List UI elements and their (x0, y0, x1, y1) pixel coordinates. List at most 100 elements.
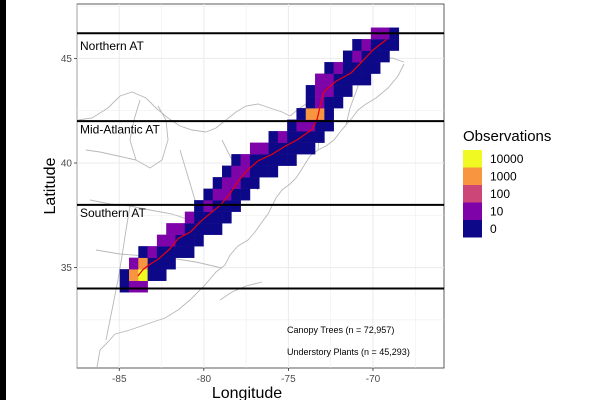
heat-cell (147, 257, 158, 270)
heat-cell (361, 39, 372, 51)
heat-cell (166, 257, 176, 270)
x-tick-label: -85 (112, 374, 127, 385)
heat-cell (194, 223, 204, 235)
great-lakes-outline (77, 91, 291, 133)
heat-cell (268, 142, 279, 155)
heat-cell (259, 142, 269, 155)
heat-cell (287, 131, 297, 143)
heat-cell (352, 73, 362, 86)
michigan-outline (129, 99, 169, 169)
heat-cell (129, 280, 139, 293)
legend-swatch (463, 150, 482, 168)
heat-cell (231, 165, 241, 178)
annotation-canopy-trees: Canopy Trees (n = 72,957) (287, 325, 394, 335)
heat-cell (352, 62, 362, 74)
legend-label: 10000 (490, 152, 524, 166)
heat-cell (315, 119, 325, 132)
heat-cell (203, 200, 214, 212)
heat-cell (138, 257, 148, 270)
legend-swatch (463, 202, 482, 220)
heat-cell (212, 200, 223, 212)
heat-cell (156, 246, 167, 258)
heat-cell (259, 165, 269, 178)
heat-cell (324, 62, 334, 74)
x-axis: -85 -80 -75 -70 (112, 368, 381, 385)
east-coastline (96, 63, 405, 368)
heat-cell (324, 119, 334, 132)
legend-label: 100 (490, 187, 510, 201)
heat-cell (166, 234, 176, 247)
y-tick-label: 45 (61, 54, 73, 65)
heat-cell (222, 177, 232, 189)
heat-cell (305, 131, 316, 143)
heat-cell (296, 119, 307, 132)
heat-cell (194, 211, 204, 224)
heat-cell (184, 211, 195, 224)
heat-cell (203, 223, 214, 235)
heat-cell (324, 108, 334, 120)
map-panel: Northern AT Mid-Atlantic AT Southern AT … (76, 3, 445, 369)
heat-cell (138, 246, 148, 258)
panel-background (76, 3, 445, 369)
heat-cell (166, 223, 176, 235)
heat-cell (212, 177, 223, 189)
heat-cell (287, 154, 297, 166)
heat-cell (333, 85, 344, 97)
heat-cell (147, 246, 158, 258)
heat-cell (305, 119, 316, 132)
heat-cell (333, 96, 344, 109)
heat-cell (305, 85, 316, 97)
heat-cell (222, 211, 232, 224)
heat-cell (184, 246, 195, 258)
heat-cell (389, 39, 400, 51)
heat-cell (315, 131, 325, 143)
y-tick-label: 40 (61, 158, 73, 169)
heat-cell (240, 177, 251, 189)
region-lines (77, 32, 444, 290)
x-tick-label: -70 (366, 374, 381, 385)
heat-cell (370, 50, 381, 63)
heat-cell (194, 200, 204, 212)
heat-cell (175, 223, 186, 235)
heat-cell (324, 85, 334, 97)
legend-label: 1000 (490, 170, 517, 184)
y-tick-label: 35 (61, 263, 73, 274)
heat-cell (138, 280, 148, 293)
heat-cell (268, 154, 279, 166)
heat-cell (156, 234, 167, 247)
heat-cell (166, 246, 176, 258)
heat-cell (119, 269, 130, 281)
heat-cell (296, 108, 307, 120)
region-label-southern: Southern AT (80, 206, 146, 220)
legend-label: 0 (490, 222, 497, 236)
heat-cell (277, 131, 288, 143)
heat-cell (156, 257, 167, 270)
heat-cell (212, 211, 223, 224)
heat-cell (361, 73, 372, 86)
heat-cell (305, 96, 316, 109)
heat-cell (231, 177, 241, 189)
heat-cell (175, 234, 186, 247)
heat-cell (222, 200, 232, 212)
heat-cell (138, 269, 148, 281)
region-label-mid-atlantic: Mid-Atlantic AT (80, 123, 160, 137)
heat-cell (212, 188, 223, 201)
heat-cell (259, 154, 269, 166)
heat-cell (156, 269, 167, 281)
heat-cell (352, 39, 362, 51)
state-line-9 (345, 79, 361, 126)
heat-cell (249, 142, 260, 155)
y-axis-label: Latitude (42, 157, 59, 214)
heat-cell (315, 73, 325, 86)
annotation-understory-plants: Understory Plants (n = 45,293) (287, 347, 410, 357)
heat-cell (184, 223, 195, 235)
heat-cell (249, 165, 260, 178)
heat-cell (222, 188, 232, 201)
heat-cell (212, 223, 223, 235)
heat-cell (222, 165, 232, 178)
heat-cell (342, 62, 353, 74)
heat-cell (231, 188, 241, 201)
heat-cell (380, 50, 390, 63)
heat-cell (287, 119, 297, 132)
legend-swatch (463, 167, 482, 185)
